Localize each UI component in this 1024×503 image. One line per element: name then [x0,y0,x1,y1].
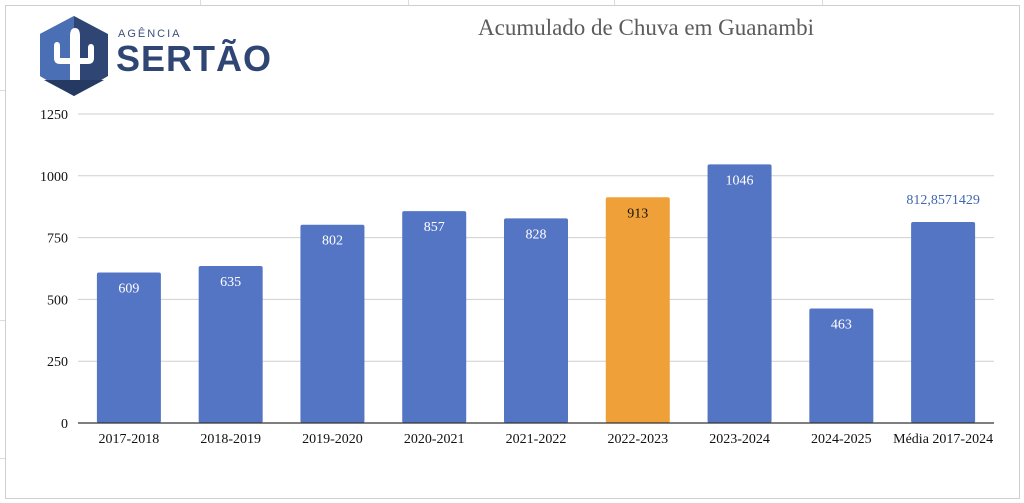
x-tick-label: 2024-2025 [811,432,872,447]
bar [605,197,670,423]
data-label: 802 [322,234,343,249]
y-tick-label: 250 [47,355,68,370]
chart-title: Acumulado de Chuva em Guanambi [478,15,814,40]
y-tick-label: 1000 [40,170,68,185]
data-label: 1046 [726,173,754,188]
data-label: 828 [526,227,547,242]
data-label: 635 [220,275,241,290]
agencia-sertao-logo: AGÊNCIA SERTÃO [36,14,271,100]
y-tick-label: 500 [47,293,68,308]
data-label: 812,8571429 [906,193,980,208]
data-label: 857 [424,220,445,235]
spreadsheet-column-lines [0,0,1024,6]
y-tick-label: 1250 [40,108,68,123]
cactus-logo-icon [40,16,108,96]
bar [911,222,976,423]
x-tick-label: 2021-2022 [506,432,567,447]
logo-big-text: SERTÃO [116,38,273,79]
x-tick-label: 2022-2023 [607,432,668,447]
x-tick-label: 2020-2021 [404,432,465,447]
x-tick-label: Média 2017-2024 [893,432,993,447]
spreadsheet-row-lines [0,0,6,503]
y-tick-label: 750 [47,232,68,247]
logo-small-text: AGÊNCIA [118,28,182,40]
x-tick-label: 2018-2019 [200,432,261,447]
bar [198,266,263,423]
bar [96,272,161,423]
data-label: 463 [831,318,852,333]
x-tick-label: 2017-2018 [99,432,160,447]
bar [504,218,568,423]
x-tick-label: 2019-2020 [302,432,363,447]
data-label: 913 [627,206,648,221]
x-tick-label: 2023-2024 [709,432,770,447]
data-label: 609 [118,281,139,296]
bar [300,224,365,423]
bar [402,211,467,423]
y-tick-label: 0 [61,417,68,432]
bar [707,164,772,423]
bar [809,308,874,423]
